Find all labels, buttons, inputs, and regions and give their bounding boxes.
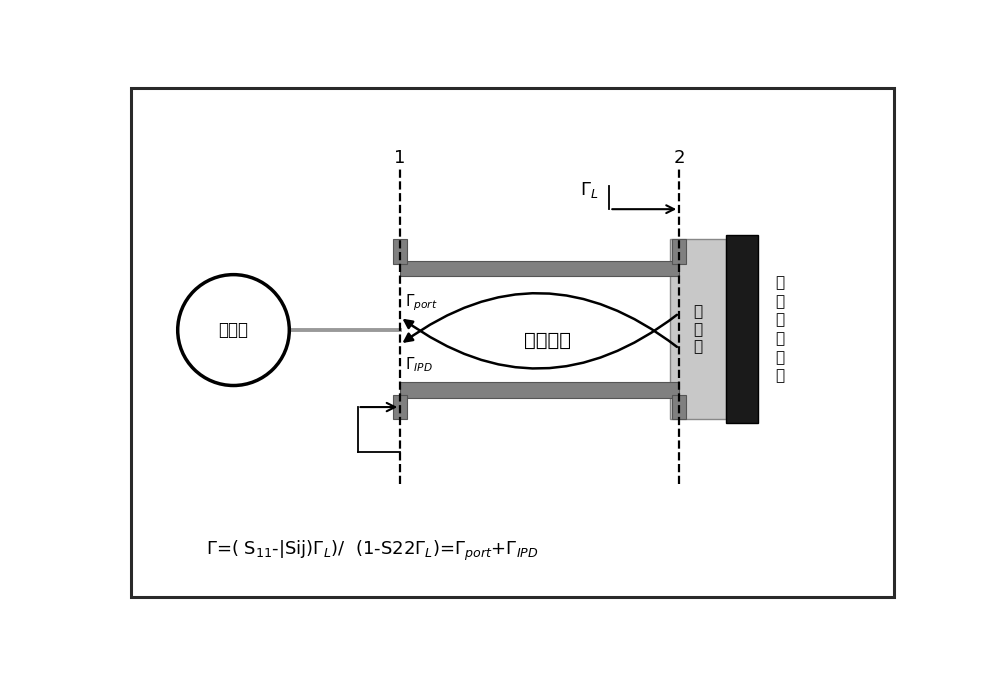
Text: 测量探头: 测量探头 [524,332,571,351]
Bar [672,239,686,264]
Circle shape [178,275,289,386]
Text: 1: 1 [394,149,406,167]
Bar [393,395,407,420]
FancyBboxPatch shape [131,87,894,597]
Bar [670,239,726,420]
Bar [393,239,407,264]
FancyArrowPatch shape [405,293,677,347]
Text: $\Gamma_{port}$: $\Gamma_{port}$ [405,292,438,313]
Bar [672,395,686,420]
Text: $\Gamma_L$: $\Gamma_L$ [580,180,598,200]
Text: $\Gamma$=( S$_{11}$-|Sij)$\Gamma_L$)/  (1-S22$\Gamma_L$)=$\Gamma_{port}$+$\Gamma: $\Gamma$=( S$_{11}$-|Sij)$\Gamma_L$)/ (1… [206,539,539,563]
Bar [400,261,679,276]
Text: 金
属
胎
反
射
面: 金 属 胎 反 射 面 [775,275,784,383]
FancyArrowPatch shape [405,315,677,369]
Text: 反射计: 反射计 [218,321,248,339]
Text: 天
线
罩: 天 线 罩 [693,304,702,354]
Bar [726,235,758,423]
Text: 2: 2 [673,149,685,167]
Bar [400,382,679,398]
Text: $\Gamma_{IPD}$: $\Gamma_{IPD}$ [405,355,433,374]
